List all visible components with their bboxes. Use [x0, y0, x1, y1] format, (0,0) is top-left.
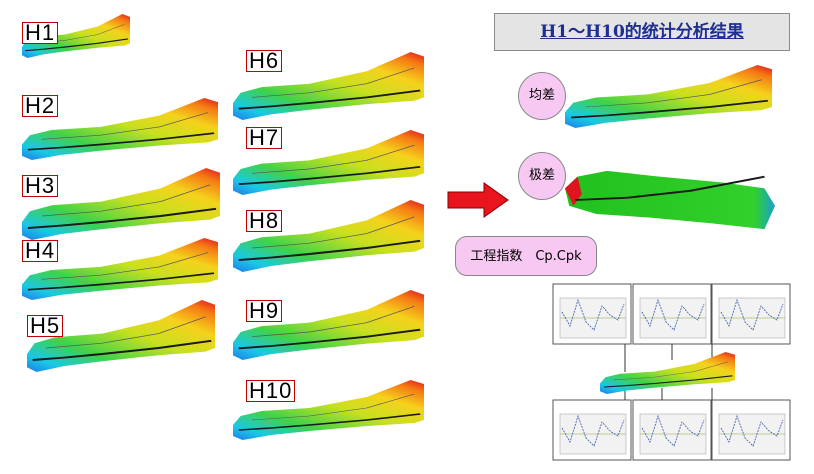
label-h8: H8 [246, 210, 283, 232]
index-label: 工程指数 Cp.Cpk [455, 236, 597, 276]
label-h1: H1 [22, 22, 59, 44]
cp-charts [552, 283, 791, 461]
label-h7: H7 [246, 127, 283, 149]
part-range [565, 169, 775, 231]
label-h4: H4 [22, 240, 59, 262]
mean-label: 均差 [518, 72, 566, 120]
title: H1～H10的统计分析结果 [494, 13, 790, 51]
label-h9: H9 [246, 300, 283, 322]
arrow [447, 182, 509, 218]
range-label: 极差 [518, 152, 566, 200]
label-h3: H3 [22, 175, 59, 197]
label-h2: H2 [22, 95, 59, 117]
part-mean [565, 65, 772, 128]
label-h6: H6 [246, 50, 283, 72]
label-h10: H10 [246, 380, 296, 402]
mini-chart [552, 283, 632, 345]
label-h5: H5 [27, 315, 64, 337]
